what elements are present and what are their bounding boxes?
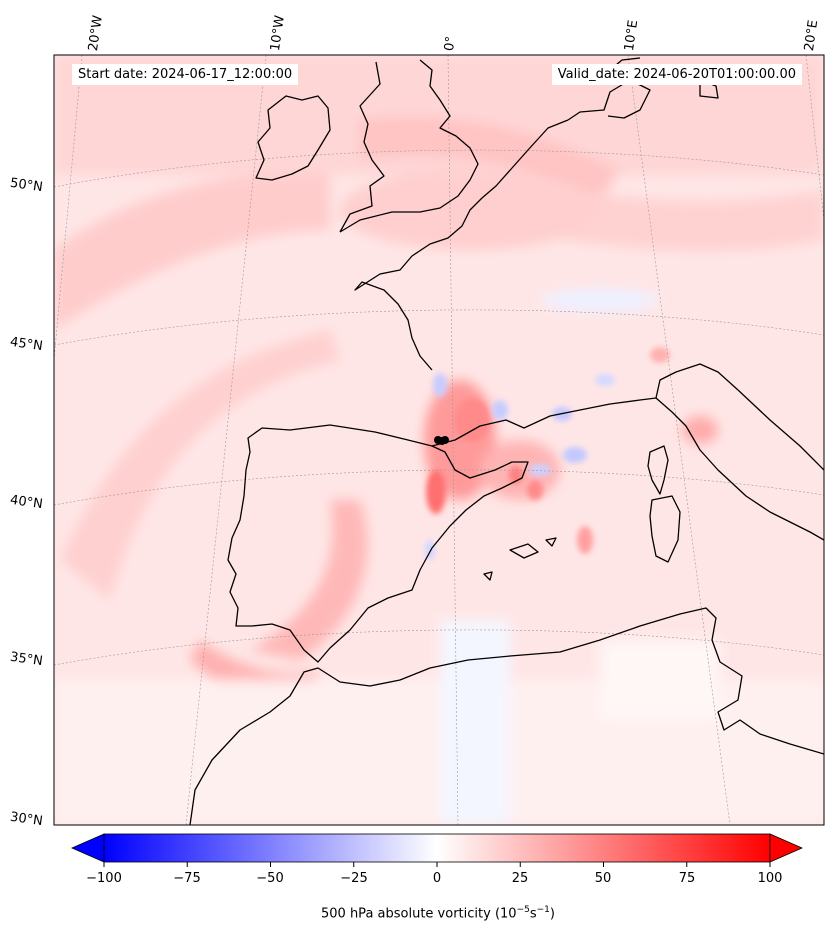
lon-label-0: 0° xyxy=(442,35,459,53)
cb-tick-label: −50 xyxy=(256,871,284,886)
cb-tick-label: 100 xyxy=(757,871,783,886)
britain-west-coast xyxy=(339,61,385,233)
graticule xyxy=(54,55,824,825)
colorbar xyxy=(71,833,803,867)
north-africa-coast xyxy=(189,607,824,825)
start-date-label: Start date: 2024-06-17_12:00:00 xyxy=(72,64,299,85)
colorbar-title: 500 hPa absolute vorticity (10−5s−1) xyxy=(321,905,555,922)
valid-date-label: Valid_date: 2024-06-20T01:00:00.00 xyxy=(551,64,802,85)
location-marker xyxy=(434,436,449,445)
cb-tick-label: 75 xyxy=(678,871,696,886)
cb-tick-label: −75 xyxy=(173,871,201,886)
britain-coast xyxy=(339,59,479,233)
cb-tick-label: −25 xyxy=(340,871,368,886)
balearic-islands xyxy=(483,537,557,581)
ireland-coast xyxy=(255,95,331,181)
france-coast xyxy=(354,119,569,371)
corsica-coast xyxy=(647,445,669,495)
cb-tick-label: 50 xyxy=(594,871,612,886)
map-frame xyxy=(53,54,825,826)
italy-coast xyxy=(655,363,824,471)
iberia-coast xyxy=(227,424,529,663)
cb-tick-label: 25 xyxy=(511,871,529,886)
coastlines xyxy=(189,57,824,825)
sardinia-coast xyxy=(649,495,681,563)
cb-tick-label: −100 xyxy=(86,871,122,886)
cb-tick-label: 0 xyxy=(432,871,442,886)
